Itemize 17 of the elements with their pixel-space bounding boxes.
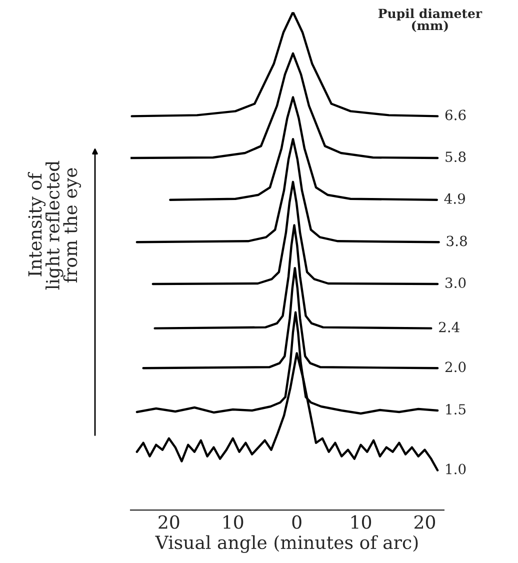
series-label: 2.0 <box>445 362 466 372</box>
x-tick-label: 0 <box>292 515 302 529</box>
series-label: 3.8 <box>446 236 467 246</box>
series-label: 1.5 <box>446 404 466 415</box>
x-tick-label: 20 <box>158 515 180 529</box>
x-tick-label: 10 <box>351 515 372 529</box>
annotation: Pupil diameter (mm) <box>378 8 482 32</box>
series-label: 4.9 <box>444 193 465 204</box>
x-tick-label: 20 <box>414 515 436 529</box>
series-label: 1.0 <box>446 464 466 474</box>
x-tick-label: 10 <box>224 515 244 529</box>
series-label: 6.6 <box>445 110 466 120</box>
x-axis-title: Visual angle (minutes of arc) <box>155 535 418 553</box>
series-label: 3.0 <box>446 278 466 288</box>
series-label: 5.8 <box>446 152 466 162</box>
series-label: 2.4 <box>439 322 460 332</box>
y-axis-title: Intensity of light reflected from the eye <box>28 160 81 290</box>
